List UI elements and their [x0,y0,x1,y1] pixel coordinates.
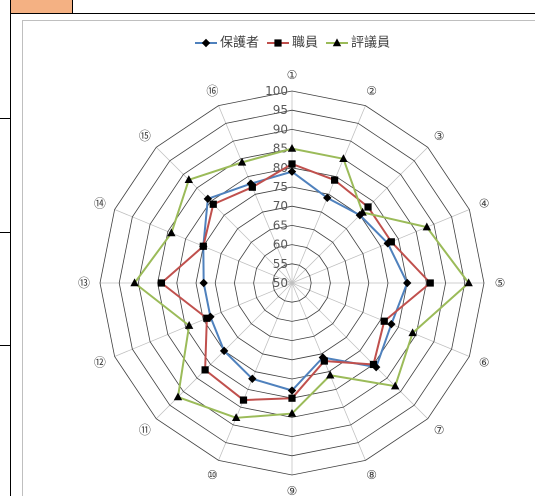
category-label: ⑭ [94,196,106,210]
legend: 保護者 職員 評議員 [195,35,390,51]
category-label: ⑩ [207,468,218,482]
table-row-rule [0,232,10,233]
data-point [422,222,432,231]
radar-ring [195,186,389,380]
series [157,160,434,404]
radar-chart[interactable]: 50 55 60 65 70 75 80 85 90 95 100 ① ② ③ ④ ⑤ ⑥ ⑦ ⑧ ⑨ ⑩ ⑪ ⑫ ⑬ ⑭ ⑮ ⑯ 保… [22,20,535,496]
data-point [287,144,297,152]
data-point [288,394,296,402]
category-label: ⑥ [479,356,490,370]
data-point [130,278,139,287]
category-label: ⑯ [206,84,218,98]
category-label: ⑤ [495,276,506,290]
category-label: ⑮ [139,129,151,143]
category-label: ④ [479,196,490,210]
radar-ring [99,90,485,476]
data-point [403,278,412,288]
category-label: ⑬ [78,276,90,290]
table-top-row [10,0,535,14]
radar-ring [118,109,466,457]
radar-ring [137,128,447,438]
data-point [387,238,395,246]
category-label: ⑦ [434,423,445,437]
data-point [199,278,208,288]
legend-label: 職員 [292,36,318,51]
table-row-rule [0,345,10,346]
data-point [201,366,209,374]
radar-ring [214,205,370,361]
category-label: ⑫ [94,356,106,370]
data-point [167,228,176,237]
value-tick-label: 80 [273,161,288,175]
legend-label: 保護者 [220,35,259,51]
legend-label: 評議員 [351,36,390,51]
data-point [320,357,328,365]
series [130,144,473,422]
table-left-rule [10,0,11,496]
data-point [184,175,194,184]
data-point [173,392,183,401]
data-point [358,207,367,216]
data-point [219,346,229,356]
data-point [323,193,332,203]
data-point [339,154,348,163]
data-point [248,374,257,383]
value-tick-label: 90 [273,122,288,136]
legend-item: 保護者 [195,35,259,51]
series [199,167,412,395]
data-point [184,321,194,329]
value-tick-label: 100 [265,84,288,98]
value-tick-label: 65 [273,218,288,232]
data-point [248,183,256,191]
value-tick-label: 70 [273,199,288,213]
category-axis: ① ② ③ ④ ⑤ ⑥ ⑦ ⑧ ⑨ ⑩ ⑪ ⑫ ⑬ ⑭ ⑮ ⑯ [78,68,505,496]
table-header-cell[interactable] [10,0,73,13]
data-point [464,278,473,287]
category-label: ⑪ [139,423,151,437]
category-label: ① [287,68,298,82]
value-tick-label: 55 [273,257,288,271]
data-point [237,157,247,166]
data-point [369,360,378,369]
radar-ring [233,224,351,342]
category-label: ② [366,84,377,98]
category-label: ⑧ [366,468,377,482]
legend-marker-icon [201,38,211,48]
data-point [199,242,207,250]
data-point [287,167,297,176]
category-label: ③ [434,129,445,143]
value-tick-label: 50 [273,276,288,290]
data-point [426,279,434,287]
data-point [380,317,388,325]
data-point [209,200,217,208]
radar-ring [272,263,312,303]
value-tick-label: 75 [273,180,288,194]
radar-ring [253,244,331,322]
data-point [287,408,297,417]
data-point [390,381,400,390]
value-tick-label: 95 [273,103,288,117]
table-row-rule [0,118,10,119]
data-point [239,396,248,404]
legend-marker-icon [332,38,342,47]
data-point [364,203,372,211]
data-point [231,413,241,422]
legend-item: 職員 [267,36,318,51]
data-point [203,314,211,322]
value-tick-label: 60 [273,238,288,252]
data-point [287,386,297,395]
data-point [387,319,396,329]
data-point [408,328,417,337]
data-point [326,370,335,379]
category-label: ⑨ [287,484,298,496]
data-point [331,176,339,184]
radar-chart-canvas: 50556065707580859095100①②③④⑤⑥⑦⑧⑨⑩⑪⑫⑬⑭⑮⑯保… [78,35,505,496]
legend-item: 評議員 [326,36,390,51]
data-point [157,279,166,287]
data-point [288,160,296,168]
legend-marker-icon [274,39,282,47]
